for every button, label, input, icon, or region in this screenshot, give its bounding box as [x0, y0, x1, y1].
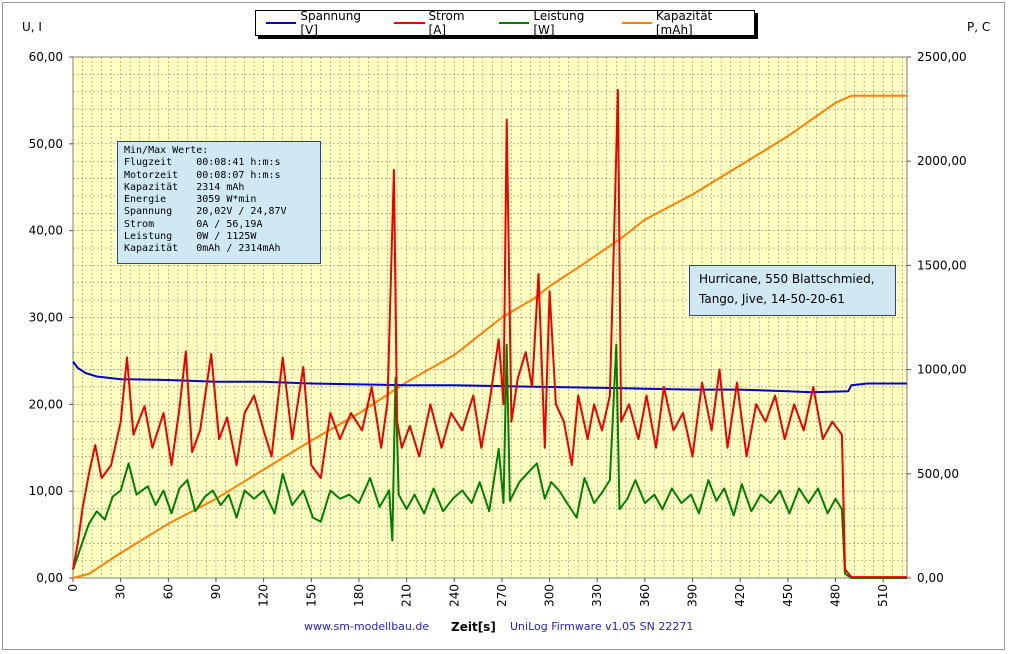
y-right-tick-label: 1000,00 [917, 363, 967, 377]
legend-label-kapazitaet: Kapazität [mAh] [655, 9, 713, 37]
legend-item-strom: Strom [A] [394, 9, 483, 37]
y-right-tick-label: 500,00 [917, 467, 959, 481]
x-tick-label: 60 [161, 584, 175, 599]
x-tick-label: 450 [781, 584, 795, 607]
legend-swatch-leistung [499, 22, 530, 24]
x-tick-label: 300 [543, 584, 557, 607]
x-tick-label: 330 [590, 584, 604, 607]
info-line: Strom 0A / 56,19A [124, 218, 263, 230]
y-left-tick-label: 20,00 [29, 397, 63, 411]
legend-item-spannung: Spannung [V] [266, 9, 378, 37]
series-line-strom [72, 89, 907, 579]
legend-swatch-spannung [266, 22, 297, 24]
series-line-spannung [72, 361, 907, 394]
info-line: Flugzeit 00:08:41 h:m:s [124, 157, 281, 169]
y-right-tick-label: 0,00 [917, 571, 944, 585]
legend-item-leistung: Leistung [W] [499, 9, 606, 37]
x-tick-label: 390 [686, 584, 700, 607]
x-tick-label: 0 [66, 584, 80, 592]
info-line: Leistung 0W / 1125W [124, 231, 257, 243]
info-line: Kapazität 2314 mAh [124, 181, 245, 193]
x-tick-label: 420 [733, 584, 747, 607]
right-axis-title: P, C [967, 20, 991, 34]
x-tick-label: 120 [257, 584, 271, 607]
x-tick-label: 90 [209, 584, 223, 599]
legend-label-strom: Strom [A] [428, 9, 465, 37]
legend-item-kapazitaet: Kapazität [mAh] [621, 9, 749, 37]
y-right-tick-label: 1500,00 [917, 258, 967, 272]
y-left-tick-label: 0,00 [36, 571, 63, 585]
x-tick-label: 270 [495, 584, 509, 607]
y-left-tick-label: 60,00 [29, 50, 63, 64]
legend-label-spannung: Spannung [V] [300, 9, 361, 37]
legend-swatch-strom [394, 22, 425, 24]
series-line-kapazität [72, 94, 907, 579]
info-line: Min/Max Werte: [124, 145, 209, 156]
legend-swatch-kapazitaet [621, 22, 652, 24]
legend-label-leistung: Leistung [W] [533, 9, 585, 37]
x-axis-title: Zeit[s] [451, 620, 496, 634]
info-line: Energie 3059 W*min [124, 194, 257, 206]
x-tick-label: 510 [876, 584, 890, 607]
y-left-tick-label: 10,00 [29, 484, 63, 498]
x-tick-label: 480 [829, 584, 843, 607]
flight-title-box: Hurricane, 550 Blattschmied, Tango, Jive… [689, 265, 896, 316]
x-tick-label: 210 [400, 584, 414, 607]
x-tick-label: 360 [638, 584, 652, 607]
series-line-leistung [72, 343, 907, 579]
legend: Spannung [V] Strom [A] Leistung [W] Kapa… [255, 9, 755, 37]
flight-title-line-1: Hurricane, 550 Blattschmied, [699, 272, 875, 286]
y-left-tick-label: 50,00 [29, 137, 63, 151]
x-tick-label: 30 [114, 584, 128, 599]
info-line: Kapazität 0mAh / 2314mAh [124, 243, 281, 255]
x-tick-label: 150 [304, 584, 318, 607]
x-tick-label: 180 [352, 584, 366, 607]
y-left-tick-label: 30,00 [29, 311, 63, 325]
info-line: Motorzeit 00:08:07 h:m:s [124, 169, 281, 181]
y-right-tick-label: 2500,00 [917, 50, 967, 64]
x-tick-label: 240 [447, 584, 461, 607]
website-link[interactable]: www.sm-modellbau.de [304, 620, 430, 633]
left-axis-title: U, I [22, 20, 42, 34]
flight-title-line-2: Tango, Jive, 14-50-20-61 [699, 292, 845, 306]
firmware-label: UniLog Firmware v1.05 SN 22271 [510, 620, 694, 633]
y-right-tick-label: 2000,00 [917, 154, 967, 168]
info-line: Spannung 20,02V / 24,87V [124, 206, 287, 218]
min-max-info-box: Min/Max Werte: Flugzeit 00:08:41 h:m:s Mot… [117, 141, 321, 264]
y-left-tick-label: 40,00 [29, 224, 63, 238]
